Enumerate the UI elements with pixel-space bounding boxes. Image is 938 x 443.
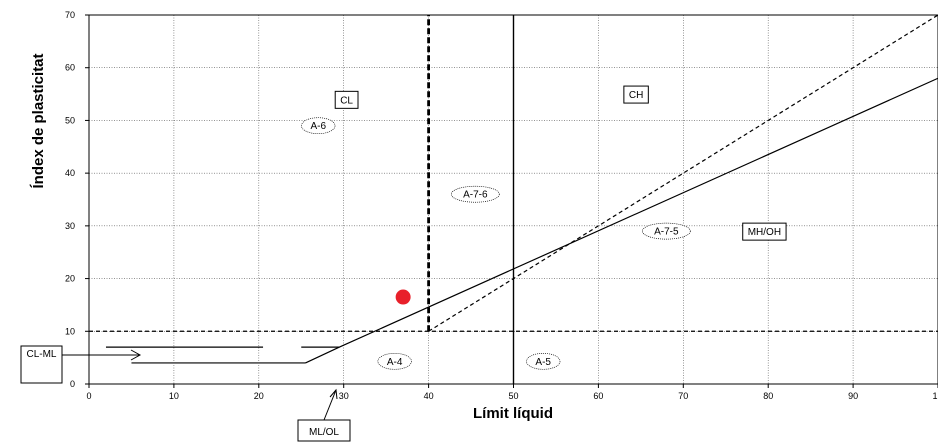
region-box (742, 222, 787, 241)
aashto-ellipse-label: A-7-5 (641, 222, 691, 240)
aashto-ellipse (377, 352, 412, 370)
region-box-text: CH (629, 90, 643, 101)
cl-ml-arrow-head (130, 349, 142, 361)
region-box-text: MH/OH (748, 227, 781, 238)
aashto-ellipse-text: A-7-5 (654, 227, 679, 238)
region-box-label: CL (334, 90, 359, 109)
x-tick-label: 40 (424, 391, 434, 401)
y-tick-label: 20 (65, 274, 75, 284)
aashto-ellipse-text: A-4 (387, 357, 403, 368)
cl-ml-box (20, 345, 63, 384)
x-tick-label: 30 (339, 391, 349, 401)
x-tick-label: 70 (678, 391, 688, 401)
sample-point (395, 289, 411, 305)
cl-ml-label: CL-ML (26, 349, 56, 360)
aashto-ellipse (450, 185, 500, 203)
y-tick-label: 10 (65, 326, 75, 336)
aashto-ellipse-label: A-7-6 (450, 185, 500, 203)
x-tick-label: 50 (508, 391, 518, 401)
y-tick-label: 0 (70, 379, 75, 389)
region-box-label: CH (623, 85, 649, 104)
aashto-ellipse-text: A-6 (310, 121, 326, 132)
x-axis-title: Límit líquid (473, 405, 553, 422)
x-tick-label: 80 (763, 391, 773, 401)
aashto-ellipse-label: A-6 (301, 117, 336, 135)
region-box-text: CL (340, 95, 353, 106)
ml-ol-arrow (323, 389, 337, 421)
region-box (334, 90, 359, 109)
aashto-ellipse (301, 117, 336, 135)
x-tick-label: 60 (593, 391, 603, 401)
y-axis-title: Índex de plasticitat (30, 53, 47, 188)
region-box-label: MH/OH (742, 222, 787, 241)
aashto-ellipse-label: A-4 (377, 352, 412, 370)
ml-ol-callout: ML/OL (297, 388, 351, 442)
aashto-ellipse-text: A-7-6 (463, 190, 488, 201)
x-tick-label: 1 (932, 391, 937, 401)
y-tick-label: 70 (65, 10, 75, 20)
chart-series (89, 14, 938, 384)
x-tick-label: 20 (254, 391, 264, 401)
x-tick-label: 90 (848, 391, 858, 401)
aashto-ellipse-text: A-5 (535, 357, 551, 368)
aashto-ellipse (526, 352, 561, 370)
aashto-ellipse (641, 222, 691, 240)
series-line-solid (305, 77, 938, 364)
x-tick-label: 0 (86, 391, 91, 401)
x-tick-label: 10 (169, 391, 179, 401)
ml-ol-label: ML/OL (309, 427, 339, 438)
plot-frame (88, 14, 938, 385)
region-box (623, 85, 649, 104)
aashto-ellipse-label: A-5 (526, 352, 561, 370)
y-tick-label: 50 (65, 115, 75, 125)
cl-ml-callout: CL-ML (20, 345, 142, 384)
region-labels: CL CH MH/OH A-6 A-7-6 A-7-5 A-4 A-5 (301, 85, 787, 370)
y-tick-label: 60 (65, 63, 75, 73)
y-tick-label: 40 (65, 168, 75, 178)
ml-ol-arrow-head (329, 388, 338, 400)
y-tick-label: 30 (65, 221, 75, 231)
